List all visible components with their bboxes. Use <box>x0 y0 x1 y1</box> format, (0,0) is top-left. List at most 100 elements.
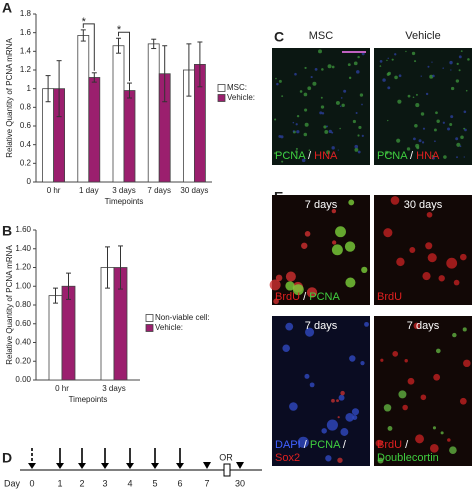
cell <box>355 112 358 115</box>
cell <box>412 96 415 99</box>
panel-label: A <box>2 0 12 16</box>
triangle-marker <box>203 462 211 469</box>
day-label: 0 <box>29 478 34 488</box>
day-label: 7 <box>204 478 209 488</box>
cell <box>380 358 384 362</box>
cell <box>328 129 332 134</box>
cell <box>326 125 328 128</box>
cell <box>332 240 337 245</box>
image-title: 7 days <box>305 199 338 211</box>
cell <box>292 121 295 124</box>
bar <box>42 88 54 183</box>
cell <box>321 68 324 71</box>
cell <box>402 404 408 411</box>
cell <box>413 322 420 330</box>
cell <box>432 74 435 78</box>
cell <box>450 115 454 119</box>
y-tick-label: 1 <box>27 84 32 93</box>
legend-label: Non-viable cell: <box>155 313 210 322</box>
cell <box>325 455 332 462</box>
caption-part: PCNA <box>275 150 306 162</box>
cell <box>427 253 437 263</box>
cell <box>464 128 467 132</box>
cell <box>446 257 458 269</box>
cell <box>375 439 383 447</box>
cell <box>349 355 356 362</box>
cell <box>450 86 455 91</box>
y-axis-label: Relative Quantity of PCNA mRNA <box>5 245 14 365</box>
cell <box>387 86 391 90</box>
day-label: 1 <box>57 478 62 488</box>
cell <box>352 119 356 124</box>
y-tick-label: 1.6 <box>20 28 32 37</box>
cell <box>327 64 332 69</box>
cell <box>308 149 311 152</box>
cell <box>361 52 365 56</box>
cell <box>453 279 460 286</box>
legend-swatch <box>145 314 154 322</box>
cell <box>358 125 362 130</box>
cell <box>436 119 440 123</box>
arrow-head <box>151 463 159 469</box>
cell <box>411 51 416 56</box>
error-bar <box>151 38 157 50</box>
cell <box>462 327 467 332</box>
cell <box>354 144 359 149</box>
cell <box>382 78 386 82</box>
error-bar <box>91 72 97 83</box>
cell <box>405 50 407 53</box>
panel-label: C <box>274 29 284 45</box>
cell <box>465 89 468 92</box>
cell <box>295 150 298 153</box>
cell <box>467 58 470 61</box>
cell <box>460 135 464 140</box>
bar <box>48 295 63 381</box>
cell <box>285 281 295 291</box>
caption-part: BrdU <box>275 291 300 303</box>
arrow-head <box>78 463 86 469</box>
cell <box>292 284 304 296</box>
cell <box>348 76 352 80</box>
cell <box>426 211 433 218</box>
cell <box>326 150 331 155</box>
cell <box>442 67 444 69</box>
cell <box>361 103 363 106</box>
arrow-head <box>176 463 184 469</box>
cell <box>281 160 284 163</box>
cell <box>463 359 471 368</box>
y-tick-label: 0.8 <box>20 102 32 111</box>
cell <box>460 253 467 261</box>
panel-label: B <box>2 223 12 239</box>
cell <box>427 65 430 68</box>
bar <box>123 90 136 183</box>
bar <box>147 43 160 183</box>
cell <box>361 134 364 138</box>
error-bar <box>118 245 123 290</box>
cell <box>294 72 297 76</box>
cell <box>269 279 281 291</box>
error-bar <box>186 43 192 97</box>
cell <box>421 141 425 144</box>
cell <box>323 125 327 129</box>
cell <box>360 361 365 366</box>
cell <box>303 132 308 137</box>
cell <box>443 155 447 159</box>
cell <box>289 402 298 411</box>
cell <box>344 241 356 252</box>
y-tick-label: 1.00 <box>15 281 31 290</box>
x-tick-label: 3 days <box>102 384 126 393</box>
cell <box>337 457 343 463</box>
cell <box>337 416 340 419</box>
cell <box>357 134 360 137</box>
cell <box>447 438 451 442</box>
x-tick-label: 0 hr <box>55 384 69 393</box>
error-bar <box>162 45 168 103</box>
cell <box>299 90 303 93</box>
significance-bracket <box>82 23 95 71</box>
cell <box>357 150 361 154</box>
cell <box>438 275 445 282</box>
x-tick-label: 30 days <box>180 186 208 195</box>
bar <box>88 77 101 183</box>
cell <box>379 65 382 67</box>
cell <box>310 75 313 79</box>
